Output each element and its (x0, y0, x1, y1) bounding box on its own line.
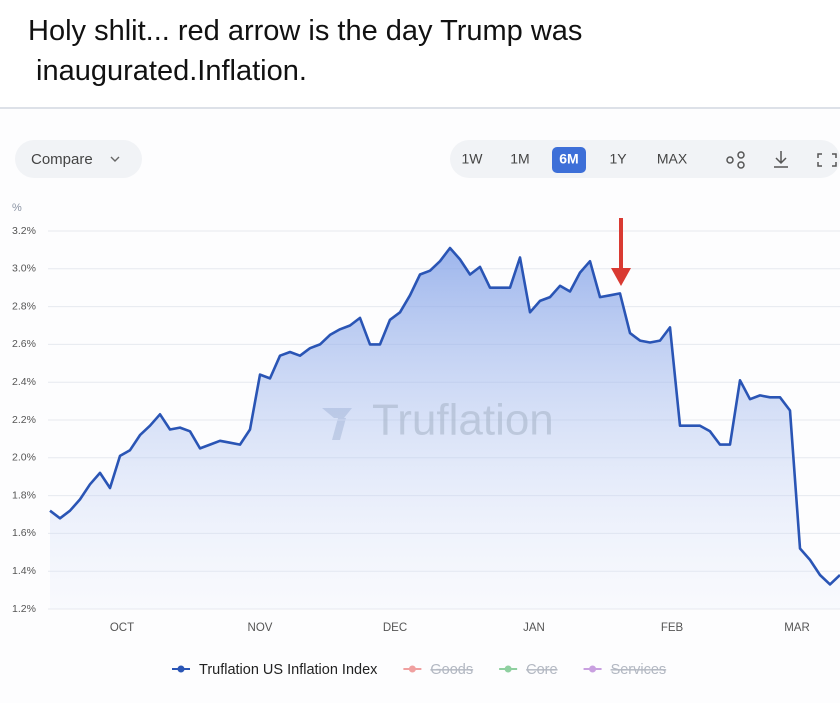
x-tick-label: FEB (661, 622, 684, 634)
compare-chevron (110, 156, 120, 162)
y-tick-label: 1.8% (12, 489, 36, 501)
range-bar (450, 140, 840, 178)
legend-swatch-dot (504, 665, 512, 673)
y-tick-label: 2.0% (12, 452, 36, 464)
area (50, 248, 840, 609)
compare-label[interactable]: Compare (31, 151, 93, 168)
legend-swatch-dot (177, 665, 185, 673)
watermark: Truflation (372, 396, 554, 445)
y-tick-label: 1.2% (12, 603, 36, 615)
y-tick-label: 2.6% (12, 338, 36, 350)
x-tick-label: JAN (523, 622, 545, 634)
x-tick-label: NOV (248, 622, 273, 634)
range-button[interactable]: MAX (657, 151, 688, 167)
legend-label[interactable]: Services (611, 662, 667, 678)
share-icon[interactable] (726, 156, 734, 164)
line (49, 246, 840, 586)
share-icon[interactable] (737, 161, 745, 169)
legend-swatch-dot (408, 665, 416, 673)
range-active[interactable] (552, 147, 586, 173)
annotation-arrowhead (611, 268, 631, 286)
fullscreen-icon[interactable] (817, 153, 837, 167)
y-unit: % (12, 202, 22, 214)
toolbar-icons (726, 151, 837, 169)
y-tick-label: 2.4% (12, 376, 36, 388)
plot: 1.2% 1.4% 1.6% 1.8% 2.0% 2.2% 2.4% 2.6% 2.8% 3.0%… (12, 225, 840, 634)
y-tick-label: 1.6% (12, 527, 36, 539)
range-button[interactable]: 6M (559, 151, 578, 167)
legend-label[interactable]: Core (526, 662, 557, 678)
x-tick-label: OCT (110, 622, 134, 634)
y-tick-label: 2.8% (12, 300, 36, 312)
legend: Truflation US Inflation Index Goods Core Se… (172, 662, 666, 678)
y-tick-label: 3.0% (12, 263, 36, 275)
range-button[interactable]: 1Y (609, 151, 627, 167)
post-text-line: Holy shlit... red arrow is the day Trump… (28, 15, 582, 87)
x-tick-label: DEC (383, 622, 407, 634)
legend-label[interactable]: Goods (430, 662, 473, 678)
range-button[interactable]: 1W (462, 151, 484, 167)
compare-button[interactable] (15, 140, 142, 178)
share-icon[interactable] (737, 151, 745, 159)
legend-swatch-dot (589, 665, 597, 673)
y-tick-label: 1.4% (12, 565, 36, 577)
x-tick-label: MAR (784, 622, 810, 634)
legend-label[interactable]: Truflation US Inflation Index (199, 662, 378, 678)
download-icon[interactable] (774, 151, 788, 168)
range-button[interactable]: 1M (510, 151, 529, 167)
y-tick-label: 3.2% (12, 225, 36, 237)
y-tick-label: 2.2% (12, 414, 36, 426)
